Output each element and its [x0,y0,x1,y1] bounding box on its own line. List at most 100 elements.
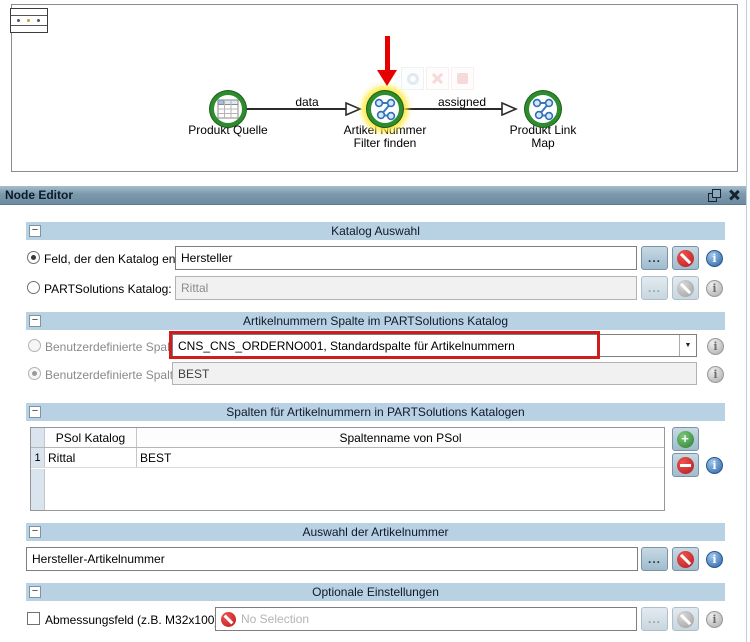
edge-data-line [247,108,346,110]
radio-benutzerdefinierte-spalte-1 [28,339,41,352]
node-produkt-link-map[interactable] [525,91,561,127]
clear-selection-button[interactable] [672,547,699,571]
annotation-arrow [385,36,390,72]
radio-benutzerdefinierte-spalte-2 [28,367,41,380]
artikelnummer-input[interactable]: Hersteller-Artikelnummer [26,547,638,571]
feld-katalog-label: Feld, der den Katalog enthält: [44,252,202,266]
block-icon [677,550,694,568]
spaltenname-cell[interactable]: BEST [140,450,172,465]
benutzerdefinierte-spalte-label: Benutzerdefinierte Spalte: [45,368,184,382]
section-title: Spalten für Artikelnummern in PARTSoluti… [226,405,525,419]
annotation-arrow-head [377,70,397,86]
radio-partsolutions-katalog[interactable] [27,281,40,294]
no-selection-icon [221,611,236,627]
info-icon-disabled: i [706,280,723,297]
row-number-header [31,428,45,447]
info-icon[interactable]: i [706,457,723,474]
block-icon [677,610,694,628]
close-panel-icon[interactable] [727,188,741,202]
stop-icon[interactable] [451,67,474,90]
minimap-node-dot [27,19,30,22]
partsolutions-katalog-input: Rittal [175,276,637,300]
no-selection-text: No Selection [241,612,310,626]
node-hover-toolbar [401,67,474,90]
section-header-katalog-auswahl: − Katalog Auswahl [26,222,725,240]
plus-icon: + [677,430,694,448]
feld-katalog-input[interactable]: Hersteller [175,246,637,270]
remove-row-button[interactable] [672,453,699,477]
row-number-cell: 1 [31,448,45,467]
cancel-icon[interactable] [426,67,449,90]
psol-katalog-table: PSol Katalog Spaltenname von PSol 1 Ritt… [30,427,665,511]
browse-button[interactable]: ... [641,246,668,270]
edge-label-data: data [295,95,319,109]
collapse-icon[interactable]: − [29,586,41,598]
table-header-row: PSol Katalog Spaltenname von PSol [31,428,664,448]
table-row[interactable]: 1 Rittal BEST [31,448,664,468]
minimap-divider [11,15,47,16]
node-artikel-nummer-filter[interactable] [367,91,403,127]
partsolutions-katalog-label: PARTSolutions Katalog: [44,282,172,296]
collapse-icon[interactable]: − [29,406,41,418]
section-header-artikelnummern-spalte: − Artikelnummern Spalte im PARTSolutions… [26,312,725,330]
node-produkt-quelle[interactable] [210,91,246,127]
section-title: Artikelnummern Spalte im PARTSolutions K… [242,314,508,328]
clear-selection-button-disabled [672,607,699,631]
float-panel-icon[interactable] [707,188,721,202]
edge-arrowhead-icon [345,102,362,116]
browse-button[interactable]: ... [641,547,668,571]
edge-assigned-line [403,108,502,110]
node-editor-titlebar: Node Editor [0,186,746,205]
info-icon-disabled: i [707,338,724,355]
minimap-node-dot [17,19,20,22]
workflow-canvas [11,4,738,172]
spalte-best-input: BEST [172,362,697,385]
collapse-icon[interactable]: − [29,315,41,327]
info-icon[interactable]: i [706,551,723,568]
abmessungsfeld-checkbox[interactable] [27,612,40,625]
node-label: Artikel Nummer Filter finden [343,123,427,150]
benutzerdefinierte-spalte-label: Benutzerdefinierte Spalte: [45,340,184,354]
section-title: Katalog Auswahl [331,224,420,238]
browse-button-disabled: ... [641,276,668,300]
combobox-value: CNS_CNS_ORDERNO001, Standardspalte für A… [178,338,515,353]
column-header-spaltenname: Spaltenname von PSol [339,430,462,445]
collapse-icon[interactable]: − [29,225,41,237]
minus-icon [677,456,694,474]
clear-selection-button[interactable] [672,246,699,270]
collapse-icon[interactable]: − [29,526,41,538]
graph-icon [374,98,396,121]
overview-minimap[interactable] [10,8,48,33]
panel-title: Node Editor [5,188,73,202]
info-icon-disabled: i [707,366,724,383]
node-label: Produkt Link Map [509,123,577,150]
info-icon-disabled: i [706,611,723,628]
add-row-button[interactable]: + [672,427,699,451]
graph-icon [532,98,554,121]
table-icon [217,99,239,119]
chevron-down-icon: ▼ [684,342,692,349]
katalog-cell[interactable]: Rittal [45,448,137,467]
section-title: Optionale Einstellungen [312,585,439,599]
minimap-divider [11,25,47,26]
block-icon [677,279,694,297]
column-header-psol-katalog: PSol Katalog [45,428,137,447]
clear-selection-button-disabled [672,276,699,300]
edge-arrowhead-icon [501,102,518,116]
info-icon[interactable]: i [706,250,723,267]
section-header-spalten-tabelle: − Spalten für Artikelnummern in PARTSolu… [26,403,725,421]
spalte-combobox[interactable]: CNS_CNS_ORDERNO001, Standardspalte für A… [172,334,697,357]
block-icon [677,249,694,267]
reset-icon[interactable] [401,67,424,90]
abmessungsfeld-input[interactable]: No Selection [215,607,637,631]
node-label: Produkt Quelle [188,123,268,137]
abmessungsfeld-label: Abmessungsfeld (z.B. M32x100): [45,613,222,627]
section-title: Auswahl der Artikelnummer [302,525,449,539]
section-header-auswahl-artikelnummer: − Auswahl der Artikelnummer [26,523,725,541]
radio-feld-katalog[interactable] [27,251,40,264]
dropdown-button[interactable]: ▼ [679,335,696,356]
browse-button-disabled: ... [641,607,668,631]
row-number-column-strip [31,469,45,510]
section-header-optionale-einstellungen: − Optionale Einstellungen [26,583,725,601]
